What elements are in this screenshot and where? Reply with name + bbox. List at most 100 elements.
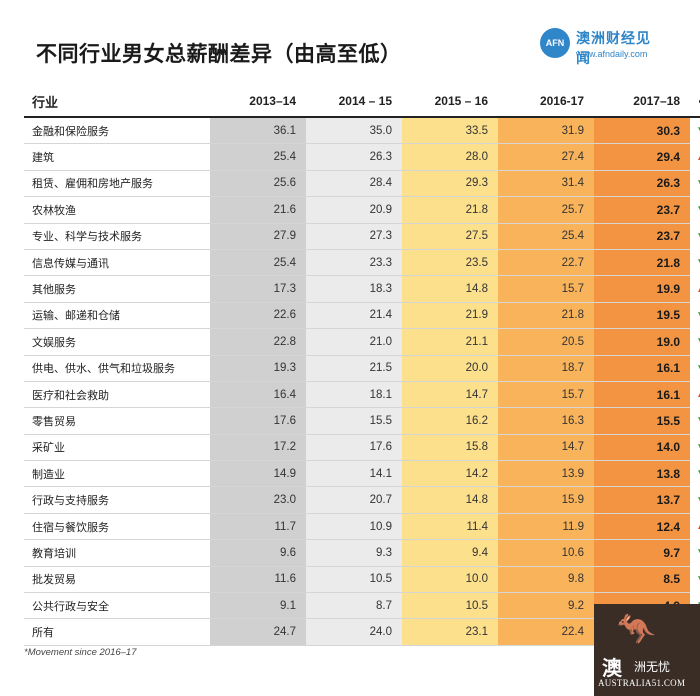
value-2017-18: 12.4 xyxy=(594,513,690,541)
value-2015-16: 15.8 xyxy=(402,434,498,462)
value-2015-16: 14.7 xyxy=(402,381,498,409)
value-2016-17: 15.7 xyxy=(498,275,594,303)
value-2015-16: 16.2 xyxy=(402,407,498,435)
column-header-2017-18: 2017–18 xyxy=(594,86,690,118)
watermark-url: AUSTRALIA51.COM xyxy=(598,678,686,688)
pay-gap-table: 行业 2013–14 2014 – 15 2015 – 16 2016-17 2… xyxy=(24,86,700,646)
movement-up-icon: ▲ xyxy=(690,513,700,539)
value-2014-15: 9.3 xyxy=(306,539,402,567)
logo-url: www.afndaily.com xyxy=(576,49,648,59)
table-body: 金融和保险服务36.135.033.531.930.3▼建筑25.426.328… xyxy=(24,117,700,646)
column-header-2016-17: 2016-17 xyxy=(498,86,594,118)
value-2013-14: 9.1 xyxy=(210,592,306,620)
value-2015-16: 21.8 xyxy=(402,196,498,224)
movement-up-icon: ▲ xyxy=(690,276,700,302)
kangaroo-icon: 🦘 xyxy=(616,610,656,648)
value-2016-17: 22.7 xyxy=(498,249,594,277)
industry-name: 教育培训 xyxy=(24,539,210,567)
value-2016-17: 27.4 xyxy=(498,143,594,171)
value-2014-15: 18.3 xyxy=(306,275,402,303)
value-2016-17: 22.4 xyxy=(498,618,594,646)
value-2017-18: 15.5 xyxy=(594,407,690,435)
value-2016-17: 21.8 xyxy=(498,302,594,330)
value-2014-15: 26.3 xyxy=(306,143,402,171)
movement-down-icon: ▼ xyxy=(690,408,700,434)
value-2016-17: 18.7 xyxy=(498,355,594,382)
value-2015-16: 14.8 xyxy=(402,486,498,514)
value-2013-14: 25.4 xyxy=(210,249,306,277)
value-2014-15: 18.1 xyxy=(306,381,402,409)
value-2016-17: 10.6 xyxy=(498,539,594,567)
value-2016-17: 31.9 xyxy=(498,117,594,145)
column-header-movement: • xyxy=(690,86,700,118)
movement-up-icon: ▲ xyxy=(690,144,700,170)
value-2016-17: 25.4 xyxy=(498,223,594,250)
value-2015-16: 11.4 xyxy=(402,513,498,541)
value-2015-16: 9.4 xyxy=(402,539,498,567)
industry-name: 农林牧渔 xyxy=(24,196,210,224)
value-2017-18: 26.3 xyxy=(594,170,690,198)
value-2017-18: 23.7 xyxy=(594,196,690,224)
industry-name: 行政与支持服务 xyxy=(24,486,210,514)
value-2014-15: 21.5 xyxy=(306,355,402,382)
value-2013-14: 17.6 xyxy=(210,407,306,435)
industry-name: 运输、邮递和仓储 xyxy=(24,302,210,330)
industry-name: 其他服务 xyxy=(24,275,210,303)
value-2015-16: 10.5 xyxy=(402,592,498,620)
movement-down-icon: ▼ xyxy=(690,434,700,460)
movement-down-icon: ▼ xyxy=(690,540,700,566)
value-2015-16: 14.2 xyxy=(402,460,498,488)
value-2013-14: 19.3 xyxy=(210,355,306,382)
watermark-text: 洲无忧 xyxy=(634,660,671,674)
industry-name: 所有 xyxy=(24,618,210,646)
value-2014-15: 28.4 xyxy=(306,170,402,198)
value-2015-16: 23.1 xyxy=(402,618,498,646)
value-2013-14: 36.1 xyxy=(210,117,306,145)
afn-logo: AFN 澳洲财经见闻 www.afndaily.com xyxy=(536,22,664,68)
value-2016-17: 9.2 xyxy=(498,592,594,620)
movement-down-icon: ▼ xyxy=(690,566,700,592)
value-2014-15: 27.3 xyxy=(306,223,402,250)
industry-name: 住宿与餐饮服务 xyxy=(24,513,210,541)
value-2015-16: 23.5 xyxy=(402,249,498,277)
value-2013-14: 27.9 xyxy=(210,223,306,250)
value-2016-17: 14.7 xyxy=(498,434,594,462)
value-2015-16: 28.0 xyxy=(402,143,498,171)
industry-name: 采矿业 xyxy=(24,434,210,462)
footnote: *Movement since 2016–17 xyxy=(24,647,137,658)
value-2015-16: 21.9 xyxy=(402,302,498,330)
value-2016-17: 25.7 xyxy=(498,196,594,224)
movement-down-icon: ▼ xyxy=(690,223,700,249)
value-2016-17: 13.9 xyxy=(498,460,594,488)
value-2017-18: 9.7 xyxy=(594,539,690,567)
value-2016-17: 15.7 xyxy=(498,381,594,409)
value-2014-15: 21.0 xyxy=(306,328,402,356)
value-2013-14: 23.0 xyxy=(210,486,306,514)
industry-name: 供电、供水、供气和垃圾服务 xyxy=(24,355,210,382)
value-2016-17: 9.8 xyxy=(498,566,594,594)
industry-name: 文娱服务 xyxy=(24,328,210,356)
value-2014-15: 20.9 xyxy=(306,196,402,224)
value-2017-18: 30.3 xyxy=(594,117,690,145)
movement-down-icon: ▼ xyxy=(690,249,700,275)
value-2017-18: 19.9 xyxy=(594,275,690,303)
value-2013-14: 11.6 xyxy=(210,566,306,594)
value-2017-18: 19.0 xyxy=(594,328,690,356)
value-2015-16: 21.1 xyxy=(402,328,498,356)
movement-down-icon: ▼ xyxy=(690,170,700,196)
value-2017-18: 16.1 xyxy=(594,381,690,409)
watermark-char: 澳 xyxy=(602,656,622,680)
value-2013-14: 25.6 xyxy=(210,170,306,198)
value-2014-15: 14.1 xyxy=(306,460,402,488)
